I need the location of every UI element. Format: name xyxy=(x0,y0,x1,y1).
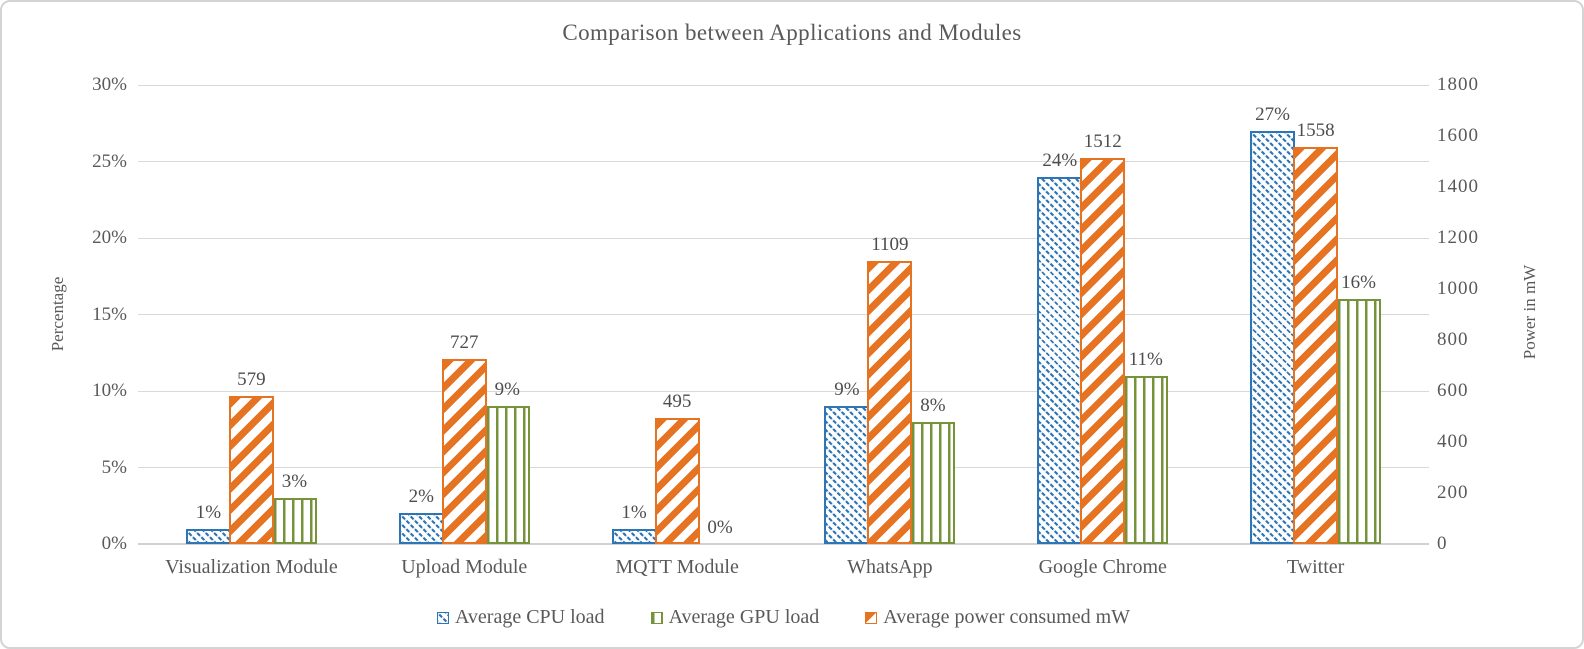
bar-average-gpu-load-whatsapp xyxy=(910,421,956,544)
data-label-average-power-consumed-mw-twitter: 1558 xyxy=(1296,119,1335,141)
data-label-average-gpu-load-visualization-module: 3% xyxy=(281,471,308,493)
right-axis-title: Power in mW xyxy=(1520,264,1539,360)
right-axis-tick: 400 xyxy=(1437,431,1469,452)
bar-average-gpu-load-visualization-module xyxy=(271,498,317,544)
left-axis-tick: 10% xyxy=(92,380,127,401)
bar-average-power-consumed-mw-google-chrome xyxy=(1080,158,1126,544)
legend-item-average-cpu-load: Average CPU load xyxy=(436,606,605,629)
data-label-average-cpu-load-whatsapp: 9% xyxy=(834,379,860,401)
right-axis-tick: 0 xyxy=(1437,533,1448,554)
bar-average-gpu-load-google-chrome xyxy=(1123,375,1169,544)
gridline xyxy=(138,237,1429,239)
category-label-twitter: Twitter xyxy=(1286,556,1345,578)
bar-average-gpu-load-twitter xyxy=(1336,299,1382,544)
data-label-average-power-consumed-mw-upload-module: 727 xyxy=(450,331,479,353)
data-label-average-cpu-load-twitter: 27% xyxy=(1255,103,1290,125)
data-label-average-cpu-load-mqtt-module: 1% xyxy=(621,501,647,523)
legend-item-average-gpu-load: Average GPU load xyxy=(650,606,820,629)
right-axis-tick: 1400 xyxy=(1437,176,1479,197)
right-axis-tick: 800 xyxy=(1437,329,1469,350)
gridline xyxy=(138,543,1429,545)
bar-average-cpu-load-upload-module xyxy=(398,513,444,544)
left-axis-title: Percentage xyxy=(48,276,67,352)
right-axis-tick: 1000 xyxy=(1437,278,1479,299)
legend-label-average-cpu-load: Average CPU load xyxy=(454,606,605,628)
category-label-visualization-module: Visualization Module xyxy=(165,556,338,578)
legend-item-average-power-consumed-mw: Average power consumed mW xyxy=(865,606,1130,629)
plot-area: 1% 2% 1% 9% 24% 27% 579 727 495 1109 1512 1558 3% 9% 0… xyxy=(138,84,1429,545)
left-axis-tick: 20% xyxy=(92,227,127,248)
bar-average-power-consumed-mw-visualization-module xyxy=(228,396,274,544)
category-label-upload-module: Upload Module xyxy=(401,556,528,578)
gridline xyxy=(138,84,1429,86)
right-axis-tick: 1800 xyxy=(1437,74,1479,95)
bar-average-power-consumed-mw-mqtt-module xyxy=(654,417,700,544)
data-label-average-power-consumed-mw-whatsapp: 1109 xyxy=(871,234,909,256)
left-axis-tick: 30% xyxy=(92,74,127,95)
category-label-google-chrome: Google Chrome xyxy=(1038,556,1167,578)
data-label-average-gpu-load-whatsapp: 8% xyxy=(920,394,946,416)
right-axis-tick: 200 xyxy=(1437,482,1469,503)
bar-average-cpu-load-whatsapp xyxy=(824,406,870,544)
data-label-average-power-consumed-mw-mqtt-module: 495 xyxy=(662,390,692,412)
left-axis-tick: 0% xyxy=(101,533,127,554)
data-label-average-cpu-load-upload-module: 2% xyxy=(408,486,434,508)
legend-swatch-icon-average-power-consumed-mw xyxy=(865,611,878,624)
gridline xyxy=(138,467,1429,468)
gridline xyxy=(138,161,1429,162)
bar-average-power-consumed-mw-upload-module xyxy=(441,358,487,544)
legend-swatch-icon-average-gpu-load xyxy=(650,611,663,624)
bar-average-cpu-load-visualization-module xyxy=(185,528,231,544)
left-axis-tick: 5% xyxy=(101,456,127,478)
legend-label-average-power-consumed-mw: Average power consumed mW xyxy=(883,606,1131,628)
legend-label-average-gpu-load: Average GPU load xyxy=(668,606,820,628)
gridline xyxy=(138,314,1429,315)
bar-average-gpu-load-upload-module xyxy=(484,406,530,544)
bar-average-cpu-load-mqtt-module xyxy=(611,528,657,544)
legend-swatch-icon-average-cpu-load xyxy=(436,611,449,624)
data-label-average-gpu-load-twitter: 16% xyxy=(1341,272,1376,294)
data-label-average-cpu-load-google-chrome: 24% xyxy=(1042,149,1078,171)
category-label-mqtt-module: MQTT Module xyxy=(615,556,739,578)
data-label-average-cpu-load-visualization-module: 1% xyxy=(195,501,222,523)
bar-average-power-consumed-mw-whatsapp xyxy=(867,261,913,544)
data-label-average-power-consumed-mw-google-chrome: 1512 xyxy=(1083,131,1122,153)
right-axis-tick: 1200 xyxy=(1437,227,1479,248)
gridline xyxy=(138,390,1429,392)
left-axis-tick: 15% xyxy=(92,303,127,325)
data-label-average-power-consumed-mw-visualization-module: 579 xyxy=(237,369,266,391)
right-axis-tick: 600 xyxy=(1437,380,1469,401)
data-label-average-gpu-load-upload-module: 9% xyxy=(494,379,520,401)
left-axis-tick: 25% xyxy=(92,150,127,172)
category-label-whatsapp: WhatsApp xyxy=(847,556,933,578)
legend: Average CPU load Average GPU load Average … xyxy=(145,606,1422,629)
chart-title: Comparison between Applications and Modu… xyxy=(562,20,1022,45)
right-axis-tick: 1600 xyxy=(1437,125,1479,146)
data-label-average-gpu-load-google-chrome: 11% xyxy=(1128,348,1163,370)
bar-average-cpu-load-google-chrome xyxy=(1037,176,1083,544)
data-label-average-gpu-load-mqtt-module: 0% xyxy=(707,517,733,538)
bar-average-power-consumed-mw-twitter xyxy=(1293,146,1339,544)
bar-average-cpu-load-twitter xyxy=(1250,130,1296,544)
